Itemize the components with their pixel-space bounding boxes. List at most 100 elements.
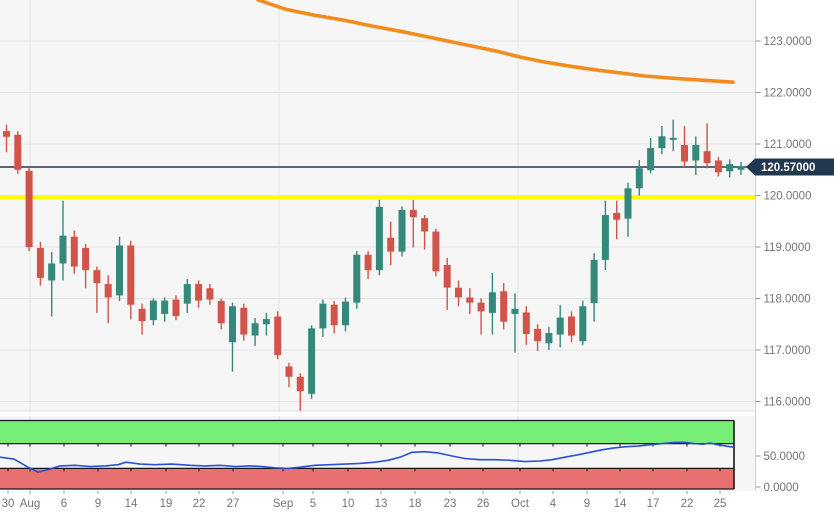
candle[interactable] [579, 306, 587, 342]
candle[interactable] [59, 235, 67, 264]
candle[interactable] [274, 316, 282, 356]
candle[interactable] [330, 304, 338, 326]
candle[interactable] [342, 301, 349, 326]
candle[interactable] [25, 170, 33, 247]
date-label: 13 [375, 498, 388, 510]
rsi-line[interactable] [0, 441, 735, 473]
candle[interactable] [240, 307, 248, 335]
candle[interactable] [217, 301, 225, 324]
candle[interactable] [161, 300, 169, 314]
date-label: Aug [20, 498, 40, 510]
candle[interactable] [364, 254, 372, 271]
price-axis-label: 121.0000 [764, 139, 812, 151]
candle[interactable] [432, 231, 440, 272]
date-label: 27 [227, 498, 240, 510]
candle[interactable] [116, 245, 123, 296]
date-label: 14 [125, 498, 138, 510]
overbought-band [0, 420, 734, 444]
price-pane[interactable] [0, 0, 756, 411]
price-axis-label: 120.0000 [764, 191, 812, 203]
price-axis-label: 119.0000 [764, 242, 811, 254]
candle[interactable] [635, 168, 643, 189]
date-label: Oct [511, 498, 530, 510]
date-label: 23 [444, 498, 457, 510]
date-label: 25 [714, 498, 727, 510]
date-label: 4 [550, 498, 557, 510]
candle[interactable] [556, 317, 564, 335]
candle[interactable] [48, 263, 56, 281]
candle[interactable] [511, 308, 519, 314]
candle[interactable] [3, 131, 10, 137]
candle[interactable] [183, 284, 191, 304]
candle[interactable] [613, 213, 621, 220]
date-label: 5 [310, 498, 316, 510]
candle[interactable] [285, 366, 293, 377]
candle[interactable] [319, 303, 327, 329]
candle[interactable] [229, 306, 236, 343]
oversold-band [0, 468, 734, 489]
date-label: 26 [477, 498, 490, 510]
candle[interactable] [206, 288, 214, 300]
candle[interactable] [104, 284, 112, 298]
candle[interactable] [262, 319, 270, 325]
date-label: 18 [409, 498, 422, 510]
candle[interactable] [455, 287, 462, 298]
candle[interactable] [669, 137, 677, 140]
date-label: 22 [681, 498, 694, 510]
candle[interactable] [149, 300, 157, 321]
candle[interactable] [545, 333, 553, 344]
candle[interactable] [308, 328, 316, 394]
price-axis-area[interactable] [756, 0, 834, 514]
rsi-axis-label: 0.0000 [764, 482, 799, 494]
candle[interactable] [138, 308, 146, 322]
candle[interactable] [714, 160, 722, 173]
candle[interactable] [172, 299, 180, 317]
price-axis-label: 116.0000 [764, 397, 811, 409]
candle[interactable] [70, 236, 78, 267]
candle[interactable] [82, 248, 90, 271]
candle[interactable] [421, 218, 429, 232]
candle[interactable] [522, 312, 530, 335]
candle[interactable] [726, 164, 734, 172]
candle[interactable] [692, 145, 700, 161]
candle[interactable] [375, 206, 383, 271]
candle[interactable] [737, 166, 745, 170]
price-tag-text: 120.57000 [761, 162, 815, 174]
candle[interactable] [195, 284, 203, 301]
candle[interactable] [387, 237, 395, 252]
date-label: 9 [584, 498, 590, 510]
price-axis-label: 118.0000 [764, 294, 811, 306]
candle[interactable] [14, 134, 22, 170]
candle[interactable] [624, 188, 632, 219]
price-tag[interactable]: 120.57000 [746, 158, 834, 176]
candle[interactable] [443, 265, 451, 288]
candle[interactable] [477, 302, 485, 312]
candle[interactable] [601, 215, 609, 260]
candle[interactable] [398, 209, 406, 252]
rsi-axis-label: 50.0000 [764, 451, 806, 463]
candle[interactable] [590, 259, 598, 304]
candle[interactable] [703, 151, 711, 164]
candle[interactable] [534, 328, 542, 342]
candle[interactable] [647, 148, 655, 171]
candle[interactable] [568, 316, 575, 336]
candle[interactable] [251, 323, 259, 336]
date-label: 9 [95, 498, 101, 510]
candle[interactable] [127, 245, 135, 305]
time-axis-area[interactable] [0, 491, 834, 514]
date-label: 22 [193, 498, 206, 510]
candle[interactable] [488, 292, 496, 313]
candle[interactable] [353, 254, 361, 303]
candle[interactable] [409, 209, 417, 218]
candle[interactable] [681, 145, 688, 162]
candle[interactable] [466, 297, 474, 303]
candle[interactable] [296, 376, 304, 392]
date-label: 14 [614, 498, 627, 510]
candle[interactable] [500, 291, 508, 322]
candle[interactable] [658, 136, 666, 149]
candle[interactable] [36, 248, 44, 278]
ma-line[interactable] [256, 0, 735, 84]
candle[interactable] [93, 270, 101, 284]
